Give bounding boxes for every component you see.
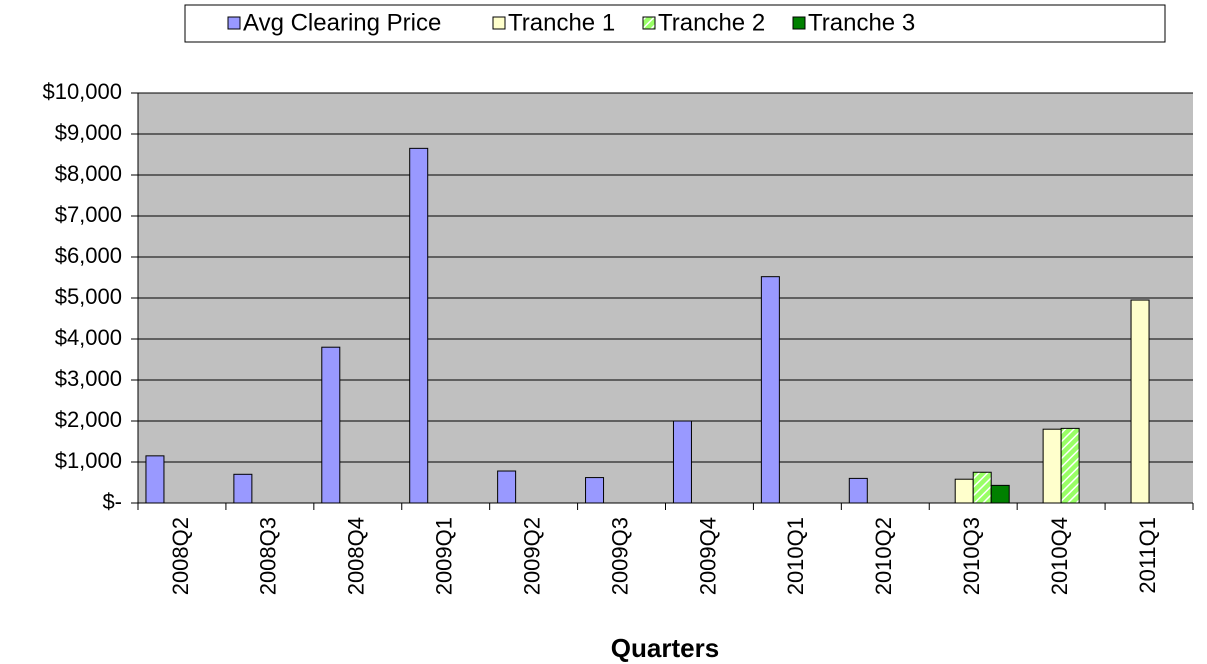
y-tick-label: $3,000 [55,366,122,391]
legend-label: Tranche 3 [808,9,915,36]
bar [321,346,341,504]
x-axis-label: Quarters [611,633,719,663]
legend [184,4,1166,43]
y-tick-label: $2,000 [55,407,122,432]
bar [1042,428,1062,504]
bar [954,478,974,504]
x-tick-label: 2010Q1 [783,517,808,595]
bar [848,477,868,504]
bar [585,477,605,504]
bar [497,470,517,504]
y-tick-label: $- [102,489,122,514]
legend-swatch [642,16,656,30]
legend-label: Tranche 2 [658,9,765,36]
y-tick-label: $1,000 [55,448,122,473]
bar [1130,299,1150,504]
x-tick-label: 2010Q2 [871,517,896,595]
y-tick-label: $6,000 [55,243,122,268]
y-tick-label: $7,000 [55,202,122,227]
y-tick-label: $8,000 [55,161,122,186]
y-tick-label: $9,000 [55,120,122,145]
x-tick-label: 2008Q2 [168,517,193,595]
legend-label: Avg Clearing Price [243,9,441,36]
x-tick-label: 2009Q1 [432,517,457,595]
x-tick-label: 2010Q4 [1047,517,1072,595]
x-tick-label: 2011Q1 [1135,517,1160,594]
x-tick-label: 2008Q4 [344,517,369,595]
x-tick-label: 2008Q3 [256,517,281,595]
y-tick-label: $4,000 [55,325,122,350]
bar [233,473,253,504]
bar [760,276,780,504]
x-tick-label: 2010Q3 [959,517,984,595]
y-tick-label: $5,000 [55,284,122,309]
x-tick-label: 2009Q2 [519,517,544,595]
bar [990,484,1010,504]
bar [1060,427,1080,504]
bar [409,147,429,504]
legend-swatch [227,16,241,30]
x-tick-label: 2009Q4 [695,517,720,595]
legend-label: Tranche 1 [508,9,615,36]
bar [672,420,692,504]
legend-swatch [792,16,806,30]
legend-swatch [492,16,506,30]
y-tick-label: $10,000 [42,79,122,104]
bar [972,471,992,504]
bar [145,455,165,504]
x-tick-label: 2009Q3 [607,517,632,595]
